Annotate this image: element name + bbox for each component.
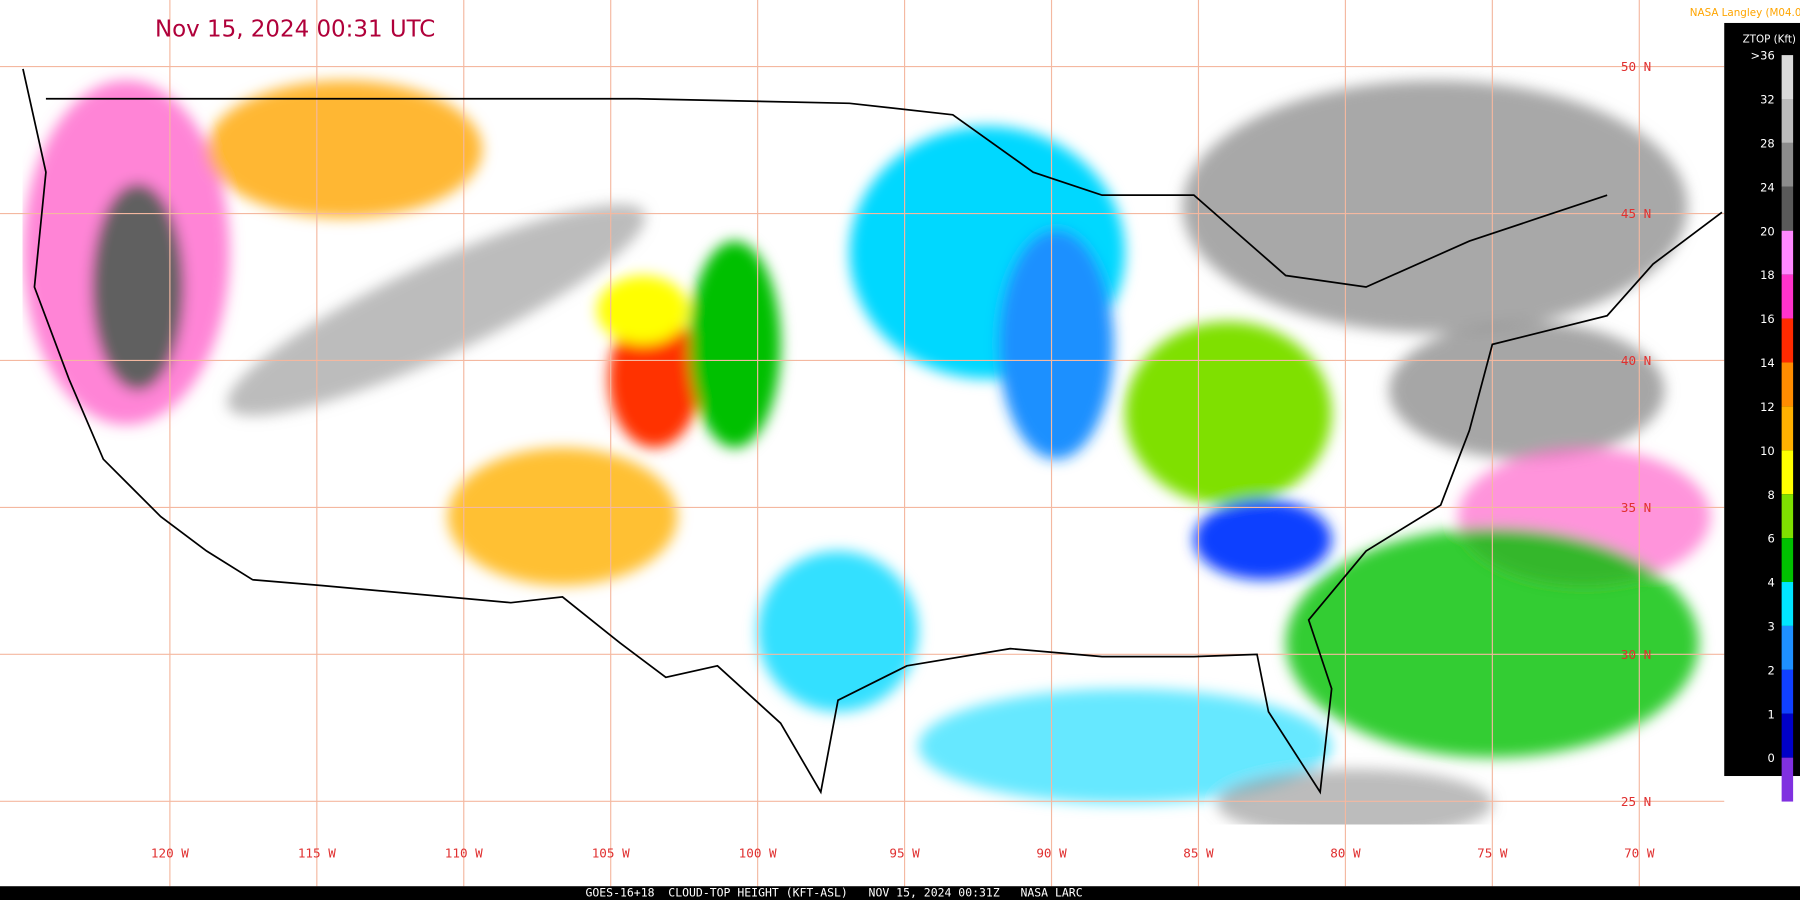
legend-label: 20 [1760, 224, 1775, 238]
lat-label: 30 N [1621, 647, 1651, 662]
lon-label: 95 W [889, 846, 920, 861]
legend-swatch [1781, 625, 1794, 670]
legend-label: 14 [1760, 356, 1775, 370]
lat-label: 40 N [1621, 353, 1651, 368]
legend-swatch [1781, 362, 1794, 407]
coastline [22, 68, 1723, 795]
legend-label: 1 [1767, 707, 1774, 721]
legend-swatch [1781, 274, 1794, 319]
title: Nov 15, 2024 00:31 UTC [155, 17, 435, 43]
legend-swatch [1781, 450, 1794, 495]
legend-swatch [1781, 142, 1794, 187]
legend-label: 12 [1760, 400, 1775, 414]
legend-swatch [1781, 230, 1794, 275]
legend-label: 24 [1760, 180, 1775, 194]
graticule: 120 W 115 W 110 W 105 W 100 W 95 W 90 W 85 W 80 … [0, 0, 1725, 887]
lat-label: 45 N [1621, 206, 1651, 221]
lon-label: 80 W [1330, 846, 1361, 861]
legend-swatch [1781, 55, 1794, 100]
legend-swatch [1781, 318, 1794, 363]
legend-label: 6 [1767, 532, 1774, 546]
footer-bar [0, 886, 1800, 900]
legend-swatch [1781, 713, 1794, 758]
lon-label: 120 W [151, 846, 189, 861]
lon-label: 85 W [1183, 846, 1214, 861]
lon-label: 75 W [1477, 846, 1508, 861]
legend-label: 10 [1760, 444, 1775, 458]
lon-label: 110 W [445, 846, 483, 861]
border [45, 97, 1608, 288]
legend-swatch [1781, 757, 1794, 802]
legend-swatch [1781, 494, 1794, 539]
credit: NASA Langley (M04.0) [1690, 7, 1800, 19]
legend-label: 3 [1767, 620, 1774, 634]
legend-title: ZTOP (Kft) [1743, 33, 1796, 45]
legend-swatch [1781, 582, 1794, 626]
legend-swatch [1781, 538, 1794, 583]
boundaries [22, 68, 1723, 795]
lat-label: 35 N [1621, 500, 1651, 515]
legend-swatch [1781, 99, 1794, 143]
lon-label: 100 W [739, 846, 777, 861]
legend-label: 28 [1760, 137, 1775, 151]
lon-label: 90 W [1036, 846, 1067, 861]
legend-label: 0 [1767, 751, 1774, 765]
legend-label: 2 [1767, 663, 1774, 677]
legend-label: 4 [1767, 576, 1774, 590]
lon-label: 105 W [592, 846, 630, 861]
lat-label: 25 N [1621, 794, 1651, 809]
legend-swatch [1781, 669, 1794, 714]
lat-label: 50 N [1621, 59, 1651, 74]
legend-label: 8 [1767, 488, 1774, 502]
lon-label: 115 W [298, 846, 336, 861]
legend-label: 16 [1760, 312, 1775, 326]
legend-swatch [1781, 406, 1794, 451]
legend-label: >36 [1751, 49, 1775, 63]
legend-label: 18 [1760, 268, 1775, 282]
legend-label: 32 [1760, 93, 1775, 107]
legend-swatch [1781, 186, 1794, 231]
lon-label: 70 W [1624, 846, 1655, 861]
footer-text: GOES-16+18 CLOUD-TOP HEIGHT (KFT-ASL) NO… [585, 886, 1082, 900]
